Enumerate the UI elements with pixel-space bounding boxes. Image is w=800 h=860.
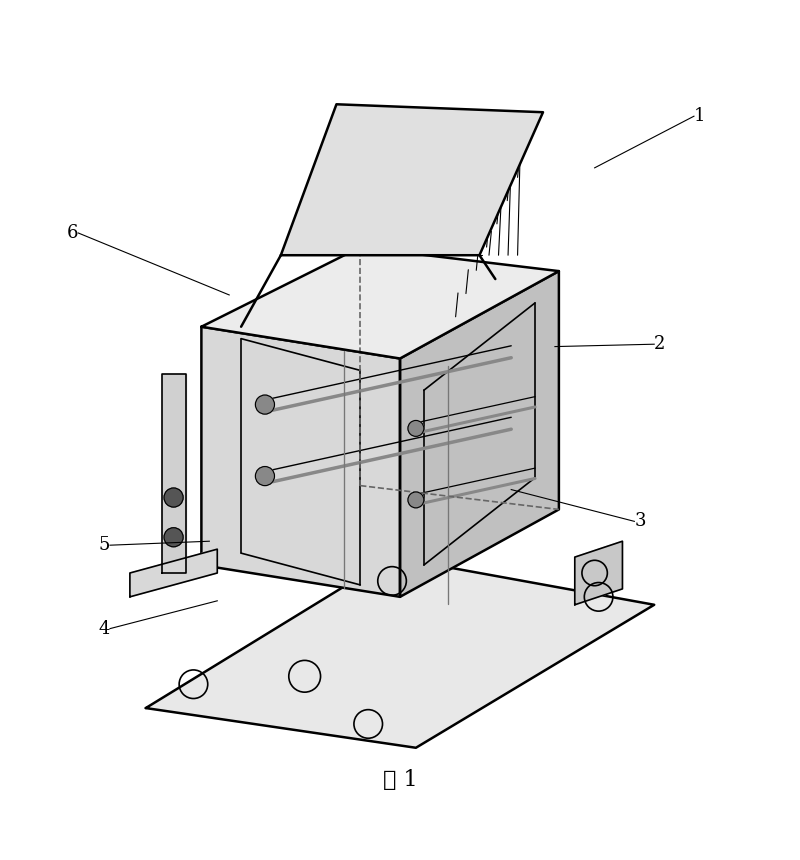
Text: 5: 5 — [98, 536, 110, 554]
Polygon shape — [281, 104, 543, 255]
Polygon shape — [162, 374, 186, 573]
Text: 4: 4 — [98, 619, 110, 637]
Circle shape — [164, 528, 183, 547]
Text: 2: 2 — [654, 335, 666, 353]
Circle shape — [164, 488, 183, 507]
Text: 图 1: 图 1 — [382, 769, 418, 790]
Polygon shape — [146, 557, 654, 748]
Text: 6: 6 — [66, 224, 78, 242]
Polygon shape — [130, 550, 218, 597]
Polygon shape — [574, 541, 622, 605]
Polygon shape — [400, 271, 559, 597]
Polygon shape — [202, 327, 400, 597]
Circle shape — [255, 395, 274, 415]
Text: 3: 3 — [634, 513, 646, 531]
Circle shape — [408, 421, 424, 436]
Circle shape — [255, 466, 274, 486]
Text: 1: 1 — [694, 108, 706, 126]
Polygon shape — [202, 248, 559, 359]
Circle shape — [408, 492, 424, 508]
